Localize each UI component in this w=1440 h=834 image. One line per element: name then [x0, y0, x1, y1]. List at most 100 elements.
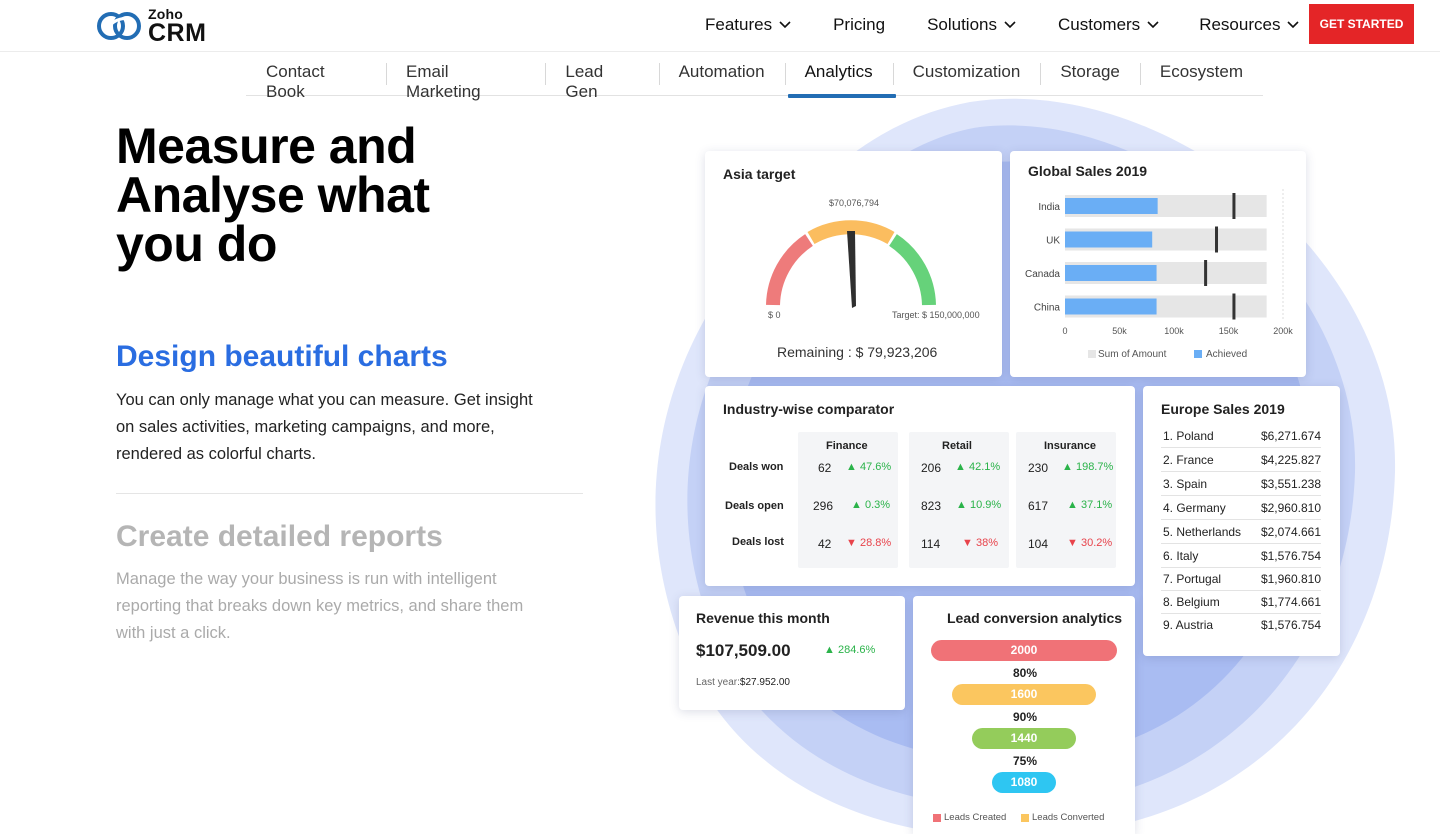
- amount: $1,576.754: [1260, 618, 1321, 632]
- target-marker: [1204, 260, 1208, 286]
- tab-analytics[interactable]: Analytics: [784, 62, 893, 86]
- tab-email-marketing[interactable]: Email Marketing: [385, 62, 545, 101]
- revenue-value: $107,509.00: [696, 641, 791, 660]
- delta-text: 38%: [975, 537, 998, 549]
- tab-automation[interactable]: Automation: [658, 62, 785, 86]
- nav-resources[interactable]: Resources: [1199, 15, 1300, 35]
- comparator-col-finance: Finance 62 ▲ 47.6% 296 ▲ 0.3% 42 ▼ 28.8%: [798, 432, 898, 568]
- country: 2. France: [1163, 453, 1214, 467]
- feature-divider: [116, 493, 583, 494]
- legend-achieved-icon: [1194, 350, 1202, 358]
- cell-delta: ▲ 0.3%: [851, 499, 891, 511]
- chevron-down-icon: [1004, 21, 1016, 29]
- table-row: 8. Belgium $1,774.661: [1161, 591, 1321, 614]
- feature-charts-title[interactable]: Design beautiful charts: [116, 340, 448, 373]
- nav-features-label: Features: [705, 15, 773, 34]
- revenue-card: Revenue this month $107,509.00 ▲ 284.6% …: [679, 596, 905, 710]
- table-row: 1. Poland $6,271.674: [1161, 425, 1321, 448]
- cell-delta: ▼ 28.8%: [846, 537, 892, 549]
- revenue-change-text: 284.6%: [837, 644, 876, 656]
- gauge-needle: [847, 231, 856, 308]
- nav-pricing[interactable]: Pricing: [833, 15, 885, 35]
- active-tab-indicator: [788, 94, 896, 98]
- last-year-value: $27.952.00: [739, 677, 790, 688]
- tab-contact-book[interactable]: Contact Book: [266, 62, 325, 101]
- delta-text: 0.3%: [864, 499, 891, 511]
- table-row: 6. Italy $1,576.754: [1161, 545, 1321, 568]
- zoho-logo-icon: [97, 12, 141, 40]
- achieved-bar: [1065, 231, 1153, 248]
- country: 8. Belgium: [1163, 595, 1220, 609]
- get-started-button[interactable]: GET STARTED: [1309, 4, 1414, 44]
- achieved-bar: [1065, 265, 1157, 281]
- lead-conversion-title: Lead conversion analytics: [947, 610, 1123, 626]
- category-label: UK: [1046, 236, 1060, 247]
- zoho-crm-logo[interactable]: Zoho CRM: [96, 5, 206, 47]
- comparator-row-label: Deals won: [729, 461, 784, 473]
- cell-value: 42: [818, 537, 832, 551]
- cell-value: 62: [818, 461, 832, 475]
- amount: $4,225.827: [1260, 453, 1321, 467]
- delta-text: 198.7%: [1075, 461, 1114, 473]
- amount: $1,960.810: [1260, 572, 1321, 586]
- product-subnav: Contact Book Email Marketing Lead Gen Au…: [246, 53, 1263, 101]
- tab-lead-gen[interactable]: Lead Gen: [545, 62, 658, 101]
- tab-storage[interactable]: Storage: [1040, 62, 1140, 86]
- lead-conversion-card: Lead conversion analytics 2000 80% 1600 …: [913, 596, 1135, 834]
- feature-charts-description: You can only manage what you can measure…: [116, 391, 533, 463]
- tab-ecosystem[interactable]: Ecosystem: [1139, 62, 1263, 86]
- last-year-label: Last year:: [696, 677, 740, 688]
- comparator-col-retail: Retail 206 ▲ 42.1% 823 ▲ 10.9% 114 ▼ 38%: [909, 432, 1009, 568]
- cell-delta: ▲ 10.9%: [956, 499, 1002, 511]
- category-label: Canada: [1025, 269, 1060, 280]
- main-menu: Features Pricing Solutions Customers Res…: [705, 0, 1300, 50]
- lead-legend-converted: Leads Converted: [1032, 812, 1105, 823]
- achieved-bar: [1065, 298, 1157, 315]
- asia-remaining: Remaining : $ 79,923,206: [777, 344, 938, 360]
- nav-features[interactable]: Features: [705, 15, 791, 35]
- delta-text: 47.6%: [859, 461, 892, 473]
- cell-delta: ▲ 42.1%: [955, 461, 1001, 473]
- global-legend-sum: Sum of Amount: [1098, 349, 1167, 360]
- funnel-bar: 2000: [931, 640, 1117, 661]
- funnel-bar: 1600: [952, 684, 1096, 705]
- comparator-col-insurance: Insurance 230 ▲ 198.7% 617 ▲ 37.1% 104 ▼…: [1016, 432, 1116, 568]
- amount: $2,074.661: [1260, 525, 1321, 539]
- asia-target-card: Asia target $70,076,794 $ 0 Target: $ 15…: [705, 151, 1002, 377]
- nav-customers-label: Customers: [1058, 15, 1141, 34]
- delta-text: 10.9%: [969, 499, 1002, 511]
- country: 4. Germany: [1163, 501, 1226, 515]
- industry-comparator-card: Industry-wise comparator Deals won Deals…: [705, 386, 1135, 586]
- top-navbar: Zoho CRM Features Pricing Solutions Cust…: [0, 0, 1440, 52]
- tab-customization[interactable]: Customization: [892, 62, 1041, 86]
- comparator-title: Industry-wise comparator: [723, 401, 895, 417]
- col-header: Retail: [942, 440, 972, 452]
- global-sales-card: Global Sales 2019 India UK Canada China 0 50k…: [1010, 151, 1306, 377]
- cell-delta: ▼ 30.2%: [1067, 537, 1113, 549]
- funnel-percent: 90%: [1012, 710, 1038, 724]
- nav-customers[interactable]: Customers: [1058, 15, 1159, 35]
- nav-solutions[interactable]: Solutions: [927, 15, 1016, 35]
- funnel-percent: 80%: [1012, 666, 1038, 680]
- revenue-title: Revenue this month: [696, 610, 830, 626]
- table-row: 9. Austria $1,576.754: [1161, 614, 1321, 637]
- lead-legend-created: Leads Created: [944, 812, 1007, 823]
- table-row: 3. Spain $3,551.238: [1161, 473, 1321, 496]
- tick-label: 150k: [1219, 326, 1239, 336]
- target-marker: [1232, 193, 1236, 219]
- comparator-row-label: Deals open: [725, 500, 784, 512]
- chevron-down-icon: [1147, 21, 1159, 29]
- delta-text: 42.1%: [968, 461, 1001, 473]
- table-row: 5. Netherlands $2,074.661: [1161, 521, 1321, 544]
- country: 7. Portugal: [1163, 572, 1222, 586]
- target-marker: [1215, 226, 1219, 253]
- country: 6. Italy: [1163, 549, 1199, 563]
- achieved-bar: [1065, 198, 1158, 214]
- funnel-bar: 1440: [972, 728, 1076, 749]
- asia-gauge-chart: [766, 220, 936, 308]
- feature-reports-title[interactable]: Create detailed reports: [116, 520, 443, 553]
- nav-pricing-label: Pricing: [833, 15, 886, 34]
- tick-label: 0: [1062, 326, 1067, 336]
- revenue-change: ▲ 284.6%: [824, 644, 876, 656]
- funnel-bar: 1080: [992, 772, 1056, 793]
